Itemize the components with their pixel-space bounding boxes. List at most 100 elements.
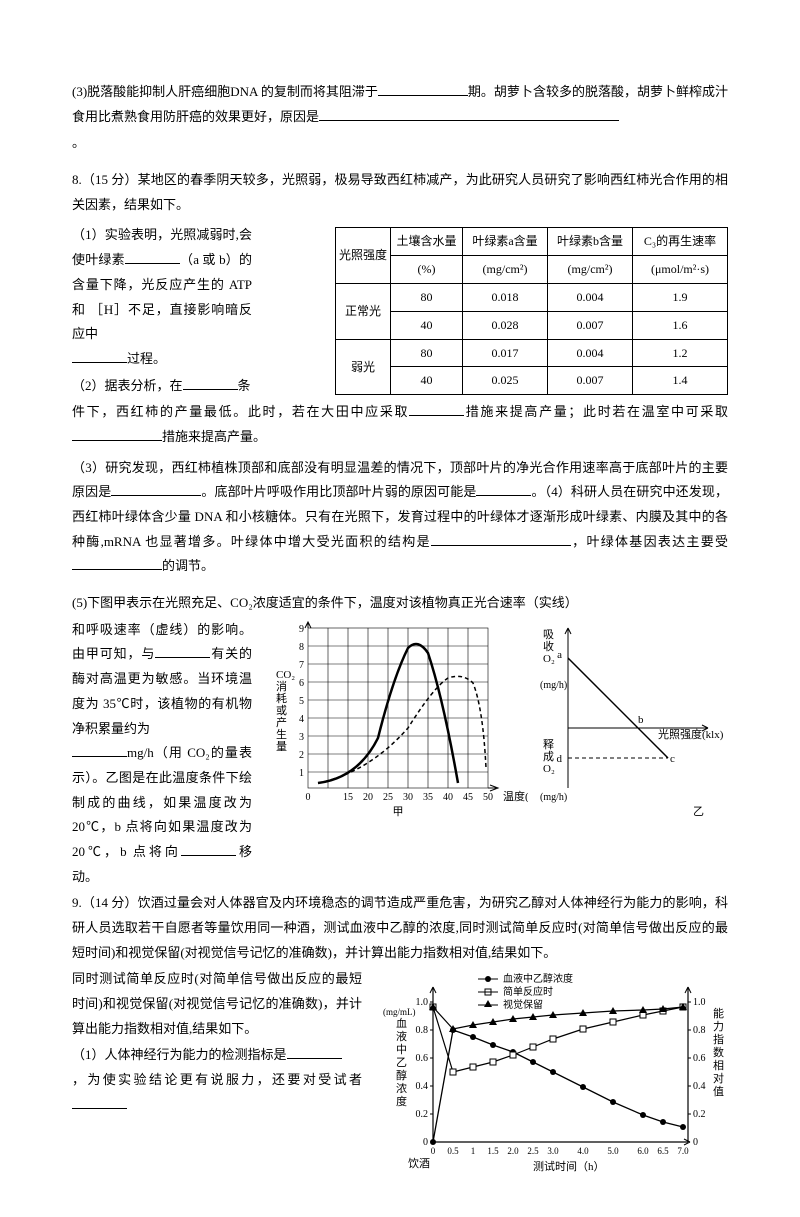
q8-p1: （1）实验表明，光照减弱时,会使叶绿素（a 或 b）的含量下降，光反应产生的 A… bbox=[72, 223, 252, 371]
svg-text:释成O₂: 释成O₂ bbox=[543, 738, 555, 775]
cell: 0.028 bbox=[463, 311, 548, 339]
svg-text:0.4: 0.4 bbox=[693, 1081, 706, 1092]
legend: 血液中乙醇浓度 bbox=[503, 972, 573, 985]
svg-text:1.5: 1.5 bbox=[487, 1146, 499, 1156]
cell: 叶绿素b含量 bbox=[548, 228, 633, 256]
svg-text:40: 40 bbox=[443, 792, 453, 803]
cell: 0.017 bbox=[463, 339, 548, 367]
svg-text:5.0: 5.0 bbox=[607, 1146, 619, 1156]
t: （2）据表分析，在 bbox=[72, 378, 183, 393]
t: mg/h（用 CO₂的量表示）。乙图是在此温度条件下绘制成的曲线，如果温度改为 … bbox=[72, 745, 252, 834]
svg-text:1.0: 1.0 bbox=[416, 997, 429, 1008]
q8-p3: （3）研究发现，西红柿植株顶部和底部没有明显温差的情况下，顶部叶片的净光合作用速… bbox=[72, 456, 728, 579]
ylabel: CO₂消耗或产生量 bbox=[276, 669, 295, 753]
blank[interactable] bbox=[125, 251, 180, 264]
svg-text:d: d bbox=[557, 753, 563, 765]
blank[interactable] bbox=[183, 377, 238, 390]
q3-end: 。 bbox=[72, 131, 728, 156]
q9-block: 同时测试简单反应时(对简单信号做出反应的最短时间)和视觉保留(对视觉信号记忆的准… bbox=[72, 967, 728, 1177]
blank[interactable] bbox=[72, 557, 162, 570]
blank[interactable] bbox=[155, 645, 210, 658]
q8-p5intro: (5)下图甲表示在光照充足、CO₂浓度适宜的条件下，温度对该植物真正光合速率（实… bbox=[72, 591, 728, 616]
blank[interactable] bbox=[378, 83, 468, 96]
xlabel: 温度(℃) bbox=[503, 789, 528, 803]
svg-text:3: 3 bbox=[299, 732, 304, 743]
svg-text:7.0: 7.0 bbox=[677, 1146, 689, 1156]
t: 措施来提高产量。 bbox=[162, 429, 266, 444]
q8-block1: （1）实验表明，光照减弱时,会使叶绿素（a 或 b）的含量下降，光反应产生的 A… bbox=[72, 223, 728, 449]
t: 措施来提高产量；此时若在温室中可采取 bbox=[464, 404, 728, 419]
blank[interactable] bbox=[319, 108, 619, 121]
svg-text:0: 0 bbox=[306, 792, 311, 803]
blank[interactable] bbox=[287, 1046, 342, 1059]
svg-text:0.5: 0.5 bbox=[447, 1146, 459, 1156]
q8-p2a: （2）据表分析，在条 bbox=[72, 374, 252, 399]
blank[interactable] bbox=[72, 428, 162, 441]
legend: 简单反应时 bbox=[503, 985, 553, 998]
svg-text:20: 20 bbox=[363, 792, 373, 803]
svg-text:0.6: 0.6 bbox=[693, 1053, 706, 1064]
cell: 80 bbox=[391, 339, 463, 367]
cell: 光照强度 bbox=[335, 228, 390, 284]
xlabel: 测试时间（h） bbox=[533, 1160, 605, 1173]
svg-text:0.2: 0.2 bbox=[416, 1109, 429, 1120]
blank[interactable] bbox=[409, 403, 464, 416]
q8-p5: 和呼吸速率（虚线）的影响。由甲可知，与有关的酶对高温更为敏感。当环境温度为 35… bbox=[72, 618, 252, 890]
svg-text:45: 45 bbox=[463, 792, 473, 803]
svg-text:2.0: 2.0 bbox=[507, 1146, 519, 1156]
svg-text:15: 15 bbox=[343, 792, 353, 803]
svg-text:吸收O₂: 吸收O₂ bbox=[543, 629, 555, 665]
q8-block5: 和呼吸速率（虚线）的影响。由甲可知，与有关的酶对高温更为敏感。当环境温度为 35… bbox=[72, 618, 728, 892]
t: ，为使实验结论更有说服力，还要对受试者 bbox=[72, 1072, 362, 1087]
cell: 叶绿素a含量 bbox=[463, 228, 548, 256]
cell: C₃的再生速率 bbox=[633, 228, 728, 256]
cell: 0.004 bbox=[548, 339, 633, 367]
cell: 正常光 bbox=[335, 284, 390, 340]
cell: 40 bbox=[391, 367, 463, 395]
svg-text:0: 0 bbox=[693, 1137, 698, 1148]
xlabel: 光照强度(klx) bbox=[658, 727, 724, 741]
svg-text:35: 35 bbox=[423, 792, 433, 803]
blank[interactable] bbox=[111, 483, 201, 496]
svg-text:1: 1 bbox=[471, 1146, 476, 1156]
blank[interactable] bbox=[431, 533, 571, 546]
blank[interactable] bbox=[72, 1096, 127, 1109]
t: ，叶绿体基因表达主要受 bbox=[571, 534, 728, 549]
svg-text:8: 8 bbox=[299, 642, 304, 653]
svg-text:0: 0 bbox=[423, 1137, 428, 1148]
cell: (%) bbox=[391, 256, 463, 284]
blank[interactable] bbox=[72, 350, 127, 363]
cell: 1.6 bbox=[633, 311, 728, 339]
t: （1）人体神经行为能力的检测指标是 bbox=[72, 1047, 287, 1062]
cell: (mg/cm²) bbox=[463, 256, 548, 284]
cell: (μmol/m²·s) bbox=[633, 256, 728, 284]
svg-text:25: 25 bbox=[383, 792, 393, 803]
t: 过程。 bbox=[127, 351, 166, 366]
svg-text:50: 50 bbox=[483, 792, 493, 803]
cell: 0.004 bbox=[548, 284, 633, 312]
svg-text:6.5: 6.5 bbox=[657, 1146, 669, 1156]
blank[interactable] bbox=[72, 744, 127, 757]
svg-text:7: 7 bbox=[299, 660, 304, 671]
blank[interactable] bbox=[476, 483, 531, 496]
cell: 0.007 bbox=[548, 311, 633, 339]
svg-text:c: c bbox=[670, 753, 675, 765]
cell: 1.4 bbox=[633, 367, 728, 395]
ylabelR: 能力指数相对值 bbox=[713, 1006, 724, 1098]
svg-text:1: 1 bbox=[299, 768, 304, 779]
q3-text: (3)脱落酸能抑制人肝癌细胞DNA 的复制而将其阻滞于 bbox=[72, 84, 378, 99]
q9-intro: 9.（14 分）饮酒过量会对人体器官及内环境稳态的调节造成严重危害，为研究乙醇对… bbox=[72, 891, 728, 965]
cell: 40 bbox=[391, 311, 463, 339]
chart-jia: 123456789 01520253035404550 CO₂消耗或产生量 甲 … bbox=[268, 618, 528, 818]
svg-text:a: a bbox=[557, 649, 562, 661]
svg-text:4.0: 4.0 bbox=[577, 1146, 589, 1156]
q8-intro: 8.（15 分）某地区的春季阴天较多，光照弱，极易导致西红柿减产，为此研究人员研… bbox=[72, 168, 728, 217]
svg-text:b: b bbox=[638, 714, 644, 726]
q3-para: (3)脱落酸能抑制人肝癌细胞DNA 的复制而将其阻滞于期。胡萝卜含较多的脱落酸，… bbox=[72, 80, 728, 129]
svg-text:5: 5 bbox=[299, 696, 304, 707]
blank[interactable] bbox=[181, 843, 236, 856]
svg-text:0.6: 0.6 bbox=[416, 1053, 429, 1064]
cell: 土壤含水量 bbox=[391, 228, 463, 256]
data-table: 光照强度 土壤含水量 叶绿素a含量 叶绿素b含量 C₃的再生速率 (%) (mg… bbox=[335, 227, 728, 395]
svg-text:6: 6 bbox=[299, 678, 304, 689]
